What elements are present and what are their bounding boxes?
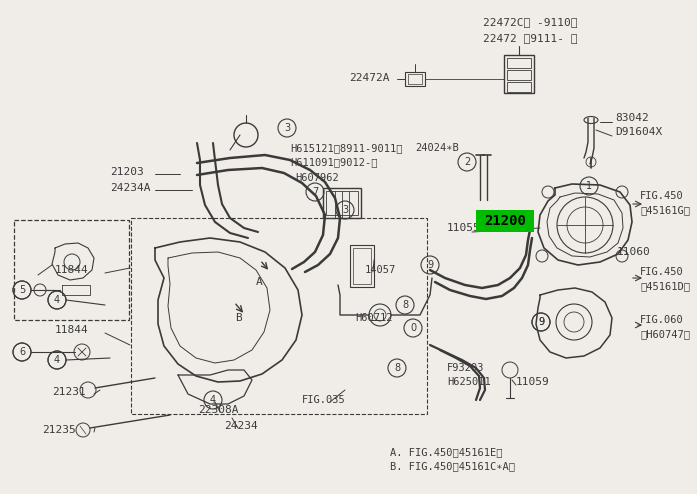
Text: A. FIG.450ﾄ45161E）: A. FIG.450ﾄ45161E） [390, 447, 503, 457]
Text: 11844: 11844 [55, 265, 89, 275]
Text: 21231: 21231 [52, 387, 86, 397]
Bar [507, 82, 531, 92]
Text: H611091（9012-）: H611091（9012-） [290, 157, 378, 167]
Text: ﾄ45161G）: ﾄ45161G） [640, 205, 690, 215]
Text: ﾄ45161D）: ﾄ45161D） [640, 281, 690, 291]
Text: 5: 5 [19, 285, 25, 295]
Text: 0: 0 [410, 323, 416, 333]
Text: 11059: 11059 [516, 377, 550, 387]
Text: 21235: 21235 [42, 425, 76, 435]
Text: 6: 6 [19, 347, 25, 357]
Text: 4: 4 [54, 295, 60, 305]
Text: 22472A: 22472A [349, 73, 390, 83]
Bar [405, 72, 425, 86]
Text: 14057: 14057 [365, 265, 397, 275]
Text: 3: 3 [342, 205, 348, 215]
Bar [507, 58, 531, 68]
Text: 11055: 11055 [447, 223, 481, 233]
Text: B. FIG.450ﾄ45161C∗A）: B. FIG.450ﾄ45161C∗A） [390, 461, 515, 471]
Text: FIG.450: FIG.450 [640, 267, 684, 277]
Text: 1: 1 [586, 181, 592, 191]
Text: 11060: 11060 [617, 247, 651, 257]
Text: 11844: 11844 [55, 325, 89, 335]
Text: H60712: H60712 [355, 313, 392, 323]
Text: D91604X: D91604X [615, 127, 662, 137]
Text: FIG.035: FIG.035 [302, 395, 346, 405]
Bar [353, 248, 371, 284]
Text: 9: 9 [538, 317, 544, 327]
Text: 22472 （9111- ）: 22472 （9111- ） [483, 33, 577, 43]
Bar [350, 245, 374, 287]
Bar [507, 70, 531, 80]
Bar [14, 220, 129, 320]
Text: 22472C（ -9110）: 22472C（ -9110） [483, 17, 577, 27]
Text: 4: 4 [54, 355, 60, 365]
Bar [476, 210, 534, 232]
Bar [504, 55, 534, 93]
Bar [408, 74, 422, 84]
Bar [326, 191, 358, 215]
Text: 21200: 21200 [484, 214, 526, 228]
Text: 9: 9 [427, 260, 433, 270]
Text: 24024∗B: 24024∗B [415, 143, 459, 153]
Text: 24234: 24234 [224, 421, 258, 431]
Text: 8: 8 [402, 300, 408, 310]
Text: 83042: 83042 [615, 113, 649, 123]
Text: 24234A: 24234A [110, 183, 151, 193]
Text: H615121（8911-9011）: H615121（8911-9011） [290, 143, 402, 153]
Text: 8: 8 [394, 363, 400, 373]
Text: FIG.450: FIG.450 [640, 191, 684, 201]
Text: 21203: 21203 [110, 167, 144, 177]
Text: 2: 2 [464, 157, 470, 167]
Text: 22308A: 22308A [198, 405, 238, 415]
Text: H625011: H625011 [447, 377, 491, 387]
Text: 4: 4 [210, 395, 216, 405]
Bar [323, 188, 361, 218]
Text: B: B [236, 313, 243, 323]
Text: FIG.060: FIG.060 [640, 315, 684, 325]
Text: ﾄH60747）: ﾄH60747） [640, 329, 690, 339]
Text: H607962: H607962 [295, 173, 339, 183]
Text: 9: 9 [538, 317, 544, 327]
Text: 7: 7 [312, 187, 318, 197]
Text: A: A [256, 277, 262, 287]
Text: 3: 3 [284, 123, 290, 133]
Text: F93203: F93203 [447, 363, 484, 373]
Bar [131, 218, 427, 414]
